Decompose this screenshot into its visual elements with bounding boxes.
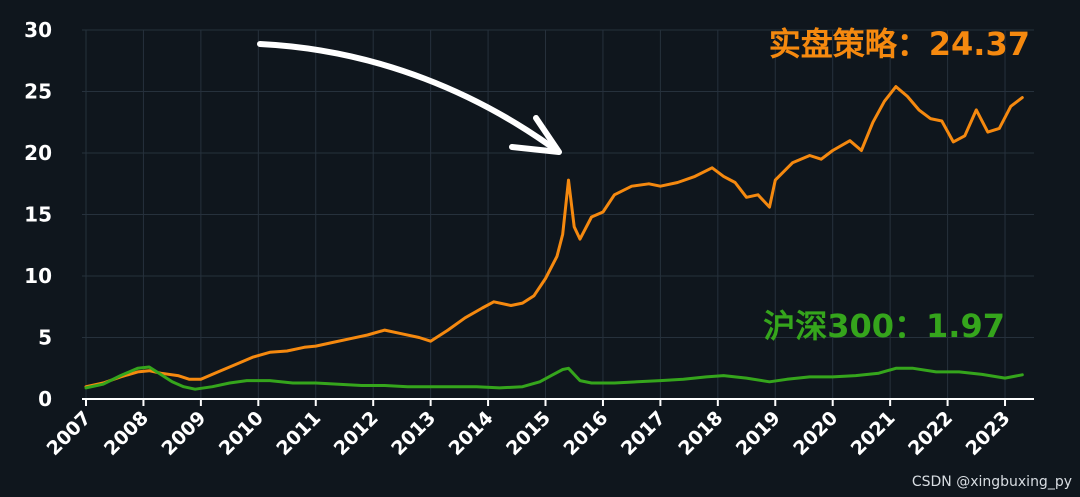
y-axis: 0 5 10 15 20 25 30 bbox=[24, 18, 52, 411]
x-tick-label: 2010 bbox=[215, 407, 268, 460]
strategy-value-label: 实盘策略：24.37 bbox=[769, 25, 1030, 63]
y-tick-label: 30 bbox=[24, 18, 52, 42]
watermark: CSDN @xingbuxing_py bbox=[912, 474, 1072, 490]
x-tick-label: 2012 bbox=[330, 407, 383, 460]
x-tick-label: 2021 bbox=[847, 407, 900, 460]
x-tick-label: 2009 bbox=[157, 407, 210, 460]
series-line-0 bbox=[84, 85, 1024, 389]
index-value-label: 沪深300：1.97 bbox=[763, 307, 1005, 345]
x-tick-label: 2016 bbox=[560, 407, 613, 460]
series-line-1 bbox=[84, 365, 1024, 391]
y-tick-label: 10 bbox=[24, 264, 52, 288]
series-group bbox=[84, 85, 1024, 391]
x-tick-label: 2015 bbox=[502, 407, 555, 460]
annotation-arrow-icon bbox=[257, 41, 562, 155]
y-tick-label: 5 bbox=[38, 326, 52, 350]
grid-lines bbox=[82, 29, 1034, 399]
x-axis: 2007 2008 2009 2010 2011 2012 2013 2014 2015 2016… bbox=[43, 399, 1015, 460]
x-tick-label: 2018 bbox=[674, 407, 727, 460]
x-tick-label: 2017 bbox=[617, 407, 670, 460]
y-tick-label: 0 bbox=[38, 387, 52, 411]
x-tick-label: 2020 bbox=[789, 407, 842, 460]
x-tick-label: 2014 bbox=[445, 407, 498, 460]
x-tick-label: 2008 bbox=[100, 407, 153, 460]
x-tick-label: 2023 bbox=[962, 407, 1015, 460]
x-tick-label: 2019 bbox=[732, 407, 785, 460]
y-tick-label: 25 bbox=[24, 80, 52, 104]
x-tick-label: 2007 bbox=[43, 407, 96, 460]
x-tick-label: 2013 bbox=[387, 407, 440, 460]
x-tick-label: 2011 bbox=[272, 407, 325, 460]
y-tick-label: 15 bbox=[24, 203, 52, 227]
x-tick-label: 2022 bbox=[904, 407, 957, 460]
y-tick-label: 20 bbox=[24, 141, 52, 165]
